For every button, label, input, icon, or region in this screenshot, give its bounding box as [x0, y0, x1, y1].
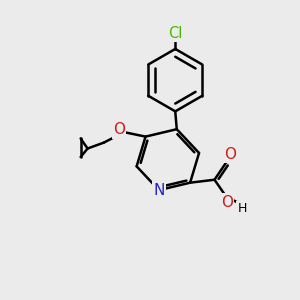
Text: H: H: [238, 202, 247, 215]
Text: O: O: [221, 194, 233, 209]
Text: Cl: Cl: [168, 26, 182, 41]
Text: O: O: [113, 122, 125, 137]
Text: N: N: [153, 183, 165, 198]
Text: O: O: [224, 147, 236, 162]
